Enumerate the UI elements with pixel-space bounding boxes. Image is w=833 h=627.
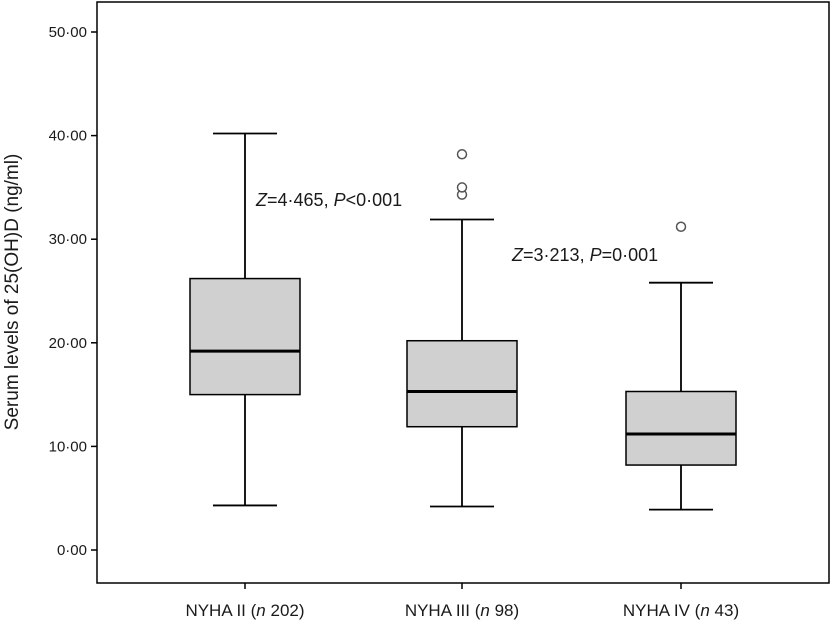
paren-close: ): [733, 601, 739, 620]
y-tick-label: 0·00: [57, 542, 87, 559]
category-name: NYHA II: [185, 601, 245, 620]
paren-open: (: [246, 601, 257, 620]
outlier-point: [675, 221, 687, 233]
box-group: [625, 221, 737, 511]
p-value: <0·001: [346, 190, 403, 210]
plot-frame: [96, 1, 830, 584]
iqr-box: [625, 390, 737, 466]
comparison-annotation: Z=4·465, P<0·001: [255, 190, 402, 210]
iqr-box: [406, 339, 518, 428]
box-group: [189, 132, 301, 507]
z-label: Z: [255, 190, 268, 210]
equals-sign: =: [267, 190, 278, 210]
p-value: 0·001: [612, 245, 658, 265]
paren-close: ): [514, 601, 520, 620]
x-category-label: NYHA II (n 202): [185, 601, 304, 620]
y-tick-label: 40·00: [49, 128, 87, 145]
y-axis-title: Serum levels of 25(OH)D (ng/ml): [2, 154, 23, 431]
z-label: Z: [511, 245, 524, 265]
box-group: [406, 148, 518, 508]
n-label: n: [700, 601, 709, 620]
paren-open: (: [690, 601, 701, 620]
n-value: 98: [495, 601, 514, 620]
p-label: P: [334, 190, 346, 210]
z-value: 3·213: [534, 245, 580, 265]
x-category-label: NYHA III (n 98): [405, 601, 519, 620]
n-value: 202: [271, 601, 299, 620]
paren-close: ): [299, 601, 305, 620]
z-value: 4·465: [278, 190, 324, 210]
separator: ,: [324, 190, 334, 210]
y-tick-label: 50·00: [49, 24, 87, 41]
y-tick-label: 10·00: [49, 438, 87, 455]
equals-sign: =: [523, 245, 534, 265]
p-label: P: [590, 245, 602, 265]
outlier-point: [456, 182, 468, 193]
outlier-point: [456, 148, 468, 160]
n-value: 43: [715, 601, 734, 620]
category-name: NYHA IV: [623, 601, 691, 620]
paren-open: (: [470, 601, 481, 620]
category-name: NYHA III: [405, 601, 470, 620]
iqr-box: [189, 277, 301, 396]
n-label: n: [480, 601, 489, 620]
y-tick-label: 30·00: [49, 231, 87, 248]
n-label: n: [256, 601, 265, 620]
equals-sign: =: [602, 245, 613, 265]
y-tick-label: 20·00: [49, 335, 87, 352]
separator: ,: [580, 245, 590, 265]
comparison-annotation: Z=3·213, P=0·001: [511, 245, 658, 265]
x-category-label: NYHA IV (n 43): [623, 601, 739, 620]
